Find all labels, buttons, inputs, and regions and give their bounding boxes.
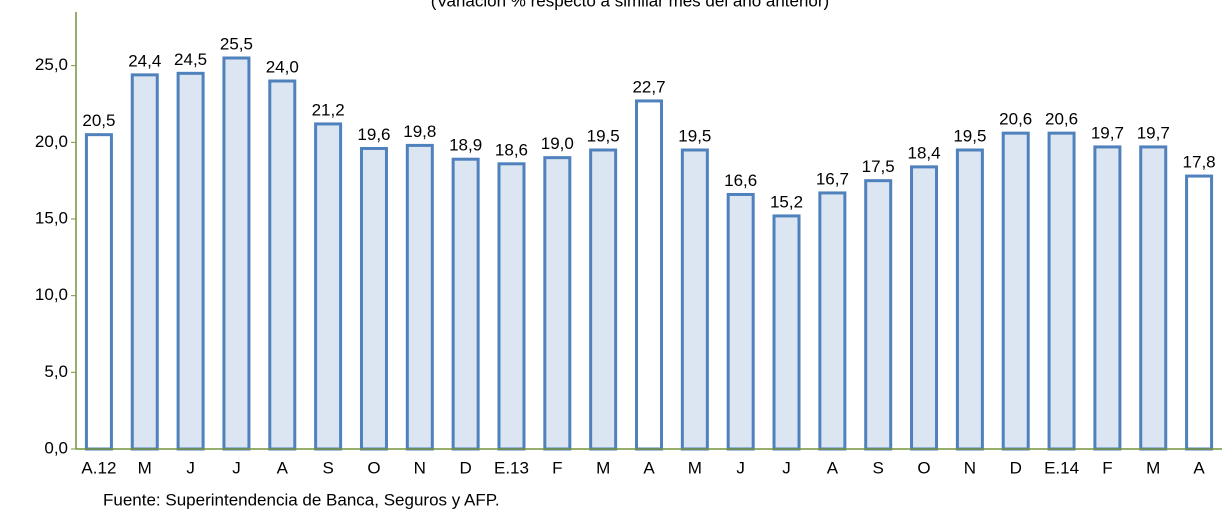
y-tick-label: 5,0 xyxy=(44,362,68,381)
bar xyxy=(359,146,388,451)
chart-subtitle: (Variación % respecto a similar mes del … xyxy=(431,0,829,10)
data-label: 19,0 xyxy=(541,134,574,153)
x-tick-label: F xyxy=(552,458,562,477)
x-tick-label: A xyxy=(1193,458,1205,477)
data-label: 21,2 xyxy=(312,100,345,119)
bar xyxy=(451,157,480,451)
bar xyxy=(1047,131,1076,451)
data-label: 16,6 xyxy=(724,171,757,190)
x-tick-label: J xyxy=(736,458,745,477)
data-label: 16,7 xyxy=(816,169,849,188)
bar xyxy=(589,148,618,451)
x-tick-label: A xyxy=(827,458,839,477)
data-label: 22,7 xyxy=(632,77,665,96)
x-tick-label: N xyxy=(414,458,426,477)
data-label: 19,7 xyxy=(1137,123,1170,142)
x-tick-label: D xyxy=(459,458,471,477)
data-label: 20,6 xyxy=(1045,110,1078,129)
bar xyxy=(84,133,113,451)
data-label: 20,6 xyxy=(999,110,1032,129)
x-tick-label: A.12 xyxy=(81,458,116,477)
x-tick-label: F xyxy=(1102,458,1112,477)
bar xyxy=(818,191,847,451)
bar xyxy=(910,165,939,451)
y-tick-label: 10,0 xyxy=(35,285,68,304)
data-label: 19,7 xyxy=(1091,123,1124,142)
data-label: 17,8 xyxy=(1183,153,1216,172)
bar xyxy=(268,79,297,451)
bar xyxy=(176,71,205,451)
data-label: 19,5 xyxy=(678,126,711,145)
bar xyxy=(314,122,343,451)
bar xyxy=(726,192,755,451)
source-note: Fuente: Superintendencia de Banca, Segur… xyxy=(103,490,500,509)
x-tick-label: A xyxy=(277,458,289,477)
x-tick-label: J xyxy=(232,458,241,477)
data-label: 19,8 xyxy=(403,122,436,141)
bar xyxy=(1093,145,1122,451)
x-tick-label: N xyxy=(964,458,976,477)
data-label: 18,6 xyxy=(495,140,528,159)
x-tick-label: M xyxy=(596,458,610,477)
bar xyxy=(635,99,663,451)
bar xyxy=(543,156,572,451)
y-tick-label: 20,0 xyxy=(35,132,68,151)
x-tick-label: E.14 xyxy=(1044,458,1079,477)
x-tick-label: O xyxy=(367,458,380,477)
x-tick-label: E.13 xyxy=(494,458,529,477)
x-tick-label: M xyxy=(138,458,152,477)
data-label: 17,5 xyxy=(862,157,895,176)
data-label: 25,5 xyxy=(220,34,253,53)
x-tick-label: O xyxy=(917,458,930,477)
y-tick-label: 15,0 xyxy=(35,208,68,227)
bar xyxy=(680,148,709,451)
x-tick-label: M xyxy=(1146,458,1160,477)
data-label: 20,5 xyxy=(82,111,115,130)
data-label: 24,0 xyxy=(266,57,299,76)
data-label: 24,4 xyxy=(128,51,161,70)
bar xyxy=(1139,145,1168,451)
bar xyxy=(130,73,159,451)
x-tick-label: J xyxy=(186,458,195,477)
x-tick-label: S xyxy=(322,458,333,477)
data-label: 19,5 xyxy=(953,126,986,145)
data-label: 19,6 xyxy=(357,125,390,144)
bar xyxy=(405,143,434,451)
x-tick-label: M xyxy=(688,458,702,477)
data-label: 18,4 xyxy=(907,143,940,162)
x-tick-label: J xyxy=(782,458,791,477)
bar xyxy=(1001,131,1030,451)
x-tick-label: A xyxy=(643,458,655,477)
data-label: 24,5 xyxy=(174,50,207,69)
bar xyxy=(1185,174,1214,451)
data-label: 15,2 xyxy=(770,192,803,211)
data-label: 19,5 xyxy=(587,126,620,145)
bar xyxy=(222,56,251,451)
x-tick-label: S xyxy=(873,458,884,477)
bar xyxy=(772,214,801,451)
y-tick-label: 25,0 xyxy=(35,55,68,74)
data-label: 18,9 xyxy=(449,136,482,155)
bar xyxy=(497,162,526,451)
bar xyxy=(955,148,984,451)
bar xyxy=(864,179,893,451)
x-tick-label: D xyxy=(1010,458,1022,477)
y-tick-label: 0,0 xyxy=(44,438,68,457)
